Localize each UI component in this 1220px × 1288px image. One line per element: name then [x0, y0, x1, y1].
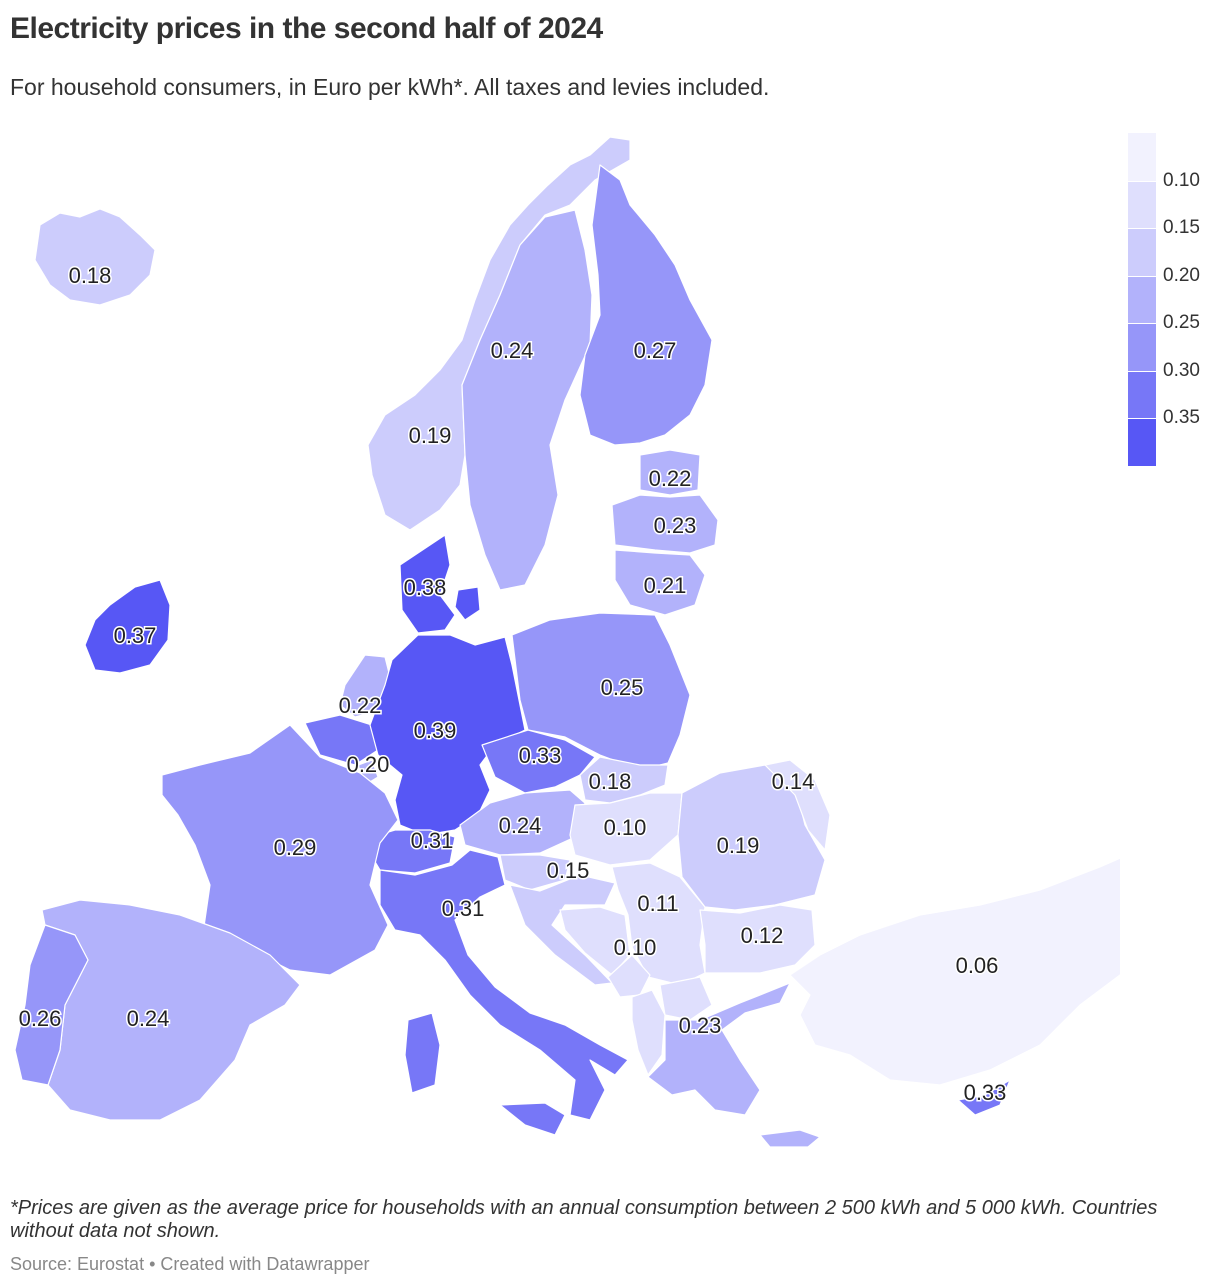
legend-swatch — [1128, 133, 1156, 181]
value-label-germany: 0.39 — [414, 718, 457, 743]
value-label-slovakia: 0.18 — [589, 769, 632, 794]
region-bulgaria[interactable] — [699, 904, 816, 974]
legend-swatch — [1128, 275, 1156, 323]
value-label-romania: 0.19 — [717, 833, 760, 858]
region-greece[interactable] — [647, 982, 791, 1116]
legend-tick — [1128, 228, 1156, 229]
value-label-spain: 0.24 — [127, 1006, 170, 1031]
value-label-montenegro: 0.10 — [614, 935, 657, 960]
region-italy-sicily[interactable] — [499, 1102, 566, 1136]
legend-tick — [1128, 370, 1156, 372]
legend-tick — [1128, 180, 1156, 182]
region-croatia[interactable] — [509, 874, 616, 986]
region-iceland[interactable] — [34, 208, 156, 306]
region-france[interactable] — [161, 724, 399, 976]
legend-tick — [1128, 275, 1156, 277]
legend-tick-label: 0.25 — [1163, 312, 1200, 333]
value-label-switzerland: 0.31 — [411, 828, 454, 853]
region-estonia[interactable] — [639, 449, 701, 496]
chart-subtitle: For household consumers, in Euro per kWh… — [10, 74, 770, 100]
chart-title: Electricity prices in the second half of… — [10, 12, 603, 45]
value-label-italy: 0.31 — [442, 896, 485, 921]
legend-tick-label: 0.10 — [1163, 169, 1200, 191]
color-legend: 0.10 0.15 0.20 0.25 0.30 0.35 — [1128, 133, 1213, 473]
region-italy[interactable] — [379, 849, 629, 1121]
legend-tick-label: 0.15 — [1163, 217, 1200, 238]
value-label-czechia: 0.33 — [519, 743, 562, 768]
region-slovakia[interactable] — [579, 756, 669, 804]
value-label-iceland: 0.18 — [69, 263, 112, 288]
legend-swatch — [1128, 418, 1156, 466]
region-latvia[interactable] — [611, 494, 719, 554]
legend-tick-label: 0.30 — [1163, 359, 1200, 381]
value-label-latvia: 0.23 — [654, 513, 697, 538]
value-label-finland: 0.27 — [634, 338, 677, 363]
region-lithuania[interactable] — [614, 549, 706, 616]
value-label-turkey: 0.06 — [956, 953, 999, 978]
region-montenegro[interactable] — [607, 954, 651, 998]
value-label-france: 0.29 — [274, 835, 317, 860]
value-label-estonia: 0.22 — [649, 466, 692, 491]
region-moldova[interactable] — [764, 759, 831, 851]
value-label-greece: 0.23 — [679, 1013, 722, 1038]
region-north-macedonia[interactable] — [659, 976, 713, 1021]
legend-swatch — [1128, 228, 1156, 276]
value-label-hungary: 0.10 — [604, 815, 647, 840]
region-portugal[interactable] — [14, 924, 89, 1086]
region-ireland[interactable] — [84, 579, 171, 674]
value-label-portugal: 0.26 — [19, 1006, 62, 1031]
footnote: *Prices are given as the average price f… — [10, 1197, 1158, 1242]
region-hungary[interactable] — [569, 792, 683, 866]
region-denmark[interactable] — [399, 534, 456, 634]
region-denmark-islands[interactable] — [454, 586, 481, 621]
legend-tick — [1128, 323, 1156, 324]
value-label-ireland: 0.37 — [114, 623, 157, 648]
value-label-cyprus: 0.33 — [964, 1080, 1007, 1105]
value-label-poland: 0.25 — [601, 675, 644, 700]
value-label-slovenia: 0.15 — [547, 858, 590, 883]
region-sweden[interactable] — [461, 209, 593, 591]
legend-tick-label: 0.35 — [1163, 407, 1200, 428]
value-label-netherlands: 0.22 — [339, 693, 382, 718]
value-label-denmark: 0.38 — [404, 575, 447, 600]
region-albania[interactable] — [631, 989, 666, 1076]
region-slovenia[interactable] — [499, 854, 571, 891]
region-finland[interactable] — [579, 164, 713, 446]
legend-swatch — [1128, 323, 1156, 371]
region-greece-crete[interactable] — [759, 1129, 821, 1148]
value-label-serbia: 0.11 — [637, 891, 678, 916]
legend-swatch — [1128, 370, 1156, 418]
source-credit: Source: Eurostat • Created with Datawrap… — [10, 1254, 370, 1274]
value-label-lithuania: 0.21 — [644, 573, 687, 598]
legend-swatch — [1128, 180, 1156, 228]
value-label-moldova: 0.14 — [772, 769, 815, 794]
value-label-luxembourg: 0.20 — [347, 752, 390, 777]
europe-choropleth-map: 0.18 0.19 0.24 0.27 0.22 0.23 0.21 0.38 0.37 0.22… — [14, 136, 1120, 1148]
region-cyprus[interactable] — [957, 1079, 1011, 1116]
region-italy-sardinia[interactable] — [404, 1012, 441, 1094]
value-label-sweden: 0.24 — [491, 338, 534, 363]
region-turkey[interactable] — [789, 845, 1120, 1086]
value-label-bulgaria: 0.12 — [741, 923, 784, 948]
value-label-norway: 0.19 — [409, 423, 452, 448]
legend-tick — [1128, 418, 1156, 419]
value-label-austria: 0.24 — [499, 813, 542, 838]
legend-tick-label: 0.20 — [1163, 264, 1200, 286]
